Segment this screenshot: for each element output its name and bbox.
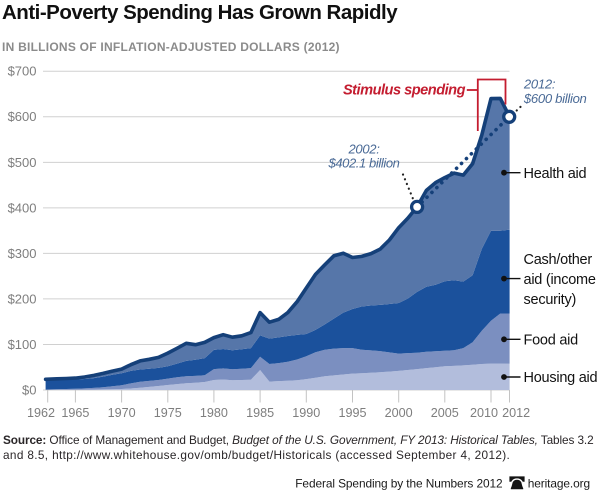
svg-text:2000: 2000: [385, 406, 413, 420]
svg-text:$0: $0: [22, 382, 36, 397]
svg-text:1990: 1990: [292, 406, 320, 420]
svg-text:security): security): [524, 292, 577, 308]
svg-text:$400: $400: [8, 200, 37, 215]
svg-text:1970: 1970: [108, 406, 136, 420]
svg-text:Cash/other: Cash/other: [524, 252, 593, 268]
svg-text:1962: 1962: [27, 406, 55, 420]
svg-text:1985: 1985: [246, 406, 274, 420]
svg-text:Food aid: Food aid: [524, 333, 579, 349]
svg-text:$300: $300: [8, 246, 37, 261]
svg-text:1965: 1965: [61, 406, 89, 420]
svg-text:$700: $700: [8, 64, 37, 79]
svg-text:2005: 2005: [431, 406, 459, 420]
svg-text:1980: 1980: [200, 406, 228, 420]
svg-text:$200: $200: [8, 291, 37, 306]
svg-text:2012:: 2012:: [523, 77, 556, 92]
svg-text:aid (income: aid (income: [524, 272, 596, 288]
svg-text:Housing aid: Housing aid: [524, 370, 598, 386]
svg-text:Stimulus spending: Stimulus spending: [343, 83, 466, 99]
svg-text:1995: 1995: [338, 406, 366, 420]
svg-text:$600 billion: $600 billion: [523, 91, 587, 106]
svg-text:2012: 2012: [502, 406, 530, 420]
svg-text:Health aid: Health aid: [524, 166, 587, 182]
svg-text:$500: $500: [8, 155, 37, 170]
svg-text:$600: $600: [8, 109, 37, 124]
svg-text:2010: 2010: [470, 406, 498, 420]
svg-text:$100: $100: [8, 337, 37, 352]
svg-text:2002:: 2002:: [347, 142, 380, 157]
svg-text:1975: 1975: [154, 406, 182, 420]
svg-text:$402.1 billion: $402.1 billion: [327, 156, 399, 171]
